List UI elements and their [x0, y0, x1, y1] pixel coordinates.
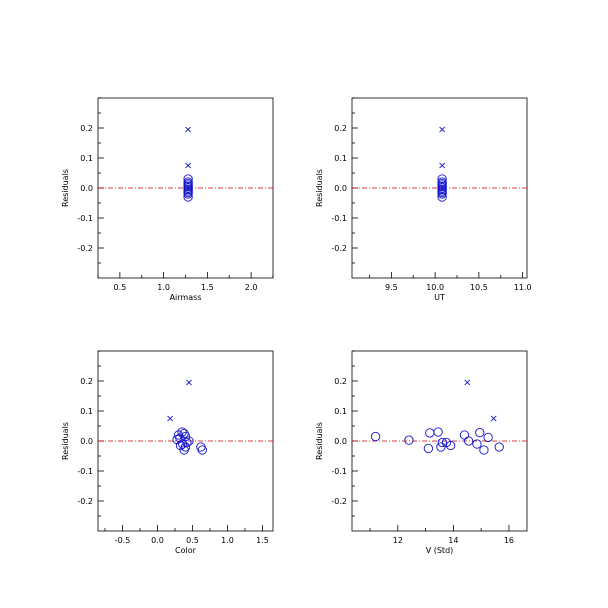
y-tick-label: 0.1 — [334, 154, 347, 163]
data-point-circle — [183, 192, 193, 202]
y-tick-label: 0.0 — [80, 184, 93, 193]
x-tick-label: 1.0 — [221, 536, 234, 545]
data-point-cross — [464, 379, 471, 386]
y-tick-label: 0.0 — [334, 184, 347, 193]
y-tick-label: -0.2 — [331, 497, 347, 506]
x-axis-label: UT — [434, 293, 445, 302]
y-axis-label: Residuals — [61, 169, 70, 207]
cross-stroke — [185, 126, 192, 133]
data-point-cross — [185, 162, 192, 169]
y-tick-label: -0.2 — [331, 244, 347, 253]
data-point-circle — [404, 435, 414, 445]
data-point-circle — [370, 431, 381, 442]
data-point-cross — [439, 162, 446, 169]
x-tick-label: 16 — [504, 536, 514, 545]
y-axis-label: Residuals — [315, 422, 324, 460]
data-point-cross — [167, 415, 174, 422]
y-tick-label: 0.1 — [80, 154, 93, 163]
data-point-circle — [437, 192, 447, 202]
x-tick-label: 9.5 — [385, 283, 398, 292]
chart-panel-3: -0.5 0.0 0.5 1.0 1.5 -0.2 -0.1 0.0 0.1 0.2 Color Re… — [61, 350, 274, 555]
y-tick-label: 0.0 — [334, 437, 347, 446]
data-point-circle — [479, 445, 489, 455]
x-tick-label: 10.0 — [426, 283, 444, 292]
y-tick-label: 0.2 — [80, 124, 93, 133]
chart-panel-1: 0.5 1.0 1.5 2.0 -0.2 -0.1 0.0 0.1 0.2 Airmass Resi… — [61, 97, 274, 302]
data-point-circle — [475, 427, 485, 438]
cross-stroke — [490, 415, 497, 422]
x-axis-label: V (Std) — [426, 546, 454, 555]
cross-stroke — [439, 162, 446, 169]
y-tick-label: 0.1 — [334, 407, 347, 416]
data-point-circle — [183, 189, 193, 199]
y-axis-label: Residuals — [315, 169, 324, 207]
data-point-circle — [178, 439, 188, 449]
cross-stroke — [439, 126, 446, 133]
cross-stroke — [186, 379, 192, 386]
x-tick-label: 14 — [448, 536, 458, 545]
cross-stroke — [185, 162, 192, 169]
cross-stroke — [167, 415, 174, 422]
data-point-circle — [459, 430, 470, 440]
y-tick-label: -0.2 — [77, 497, 93, 506]
data-point-circle — [183, 174, 193, 184]
y-axis-label: Residuals — [61, 422, 70, 460]
y-tick-label: 0.0 — [80, 437, 93, 446]
data-point-circle — [464, 436, 474, 446]
data-point-cross — [186, 379, 192, 386]
data-point-circle — [437, 189, 447, 199]
data-point-circle — [437, 174, 447, 184]
data-point-circle — [179, 445, 189, 455]
cross-stroke — [464, 379, 471, 386]
x-tick-label: 0.5 — [114, 283, 127, 292]
chart-panel-4: 12 14 16 -0.2 -0.1 0.0 0.1 0.2 V (Std) Residuals — [315, 350, 528, 555]
data-point-circle — [436, 442, 446, 452]
x-axis-label: Color — [175, 546, 197, 555]
x-axis-label: Airmass — [170, 293, 202, 302]
data-point-cross — [439, 126, 446, 133]
data-point-circle — [197, 445, 207, 455]
x-tick-label: 10.5 — [470, 283, 488, 292]
chart-panel-2: 9.5 10.0 10.5 11.0 -0.2 -0.1 0.0 0.1 0.2 UT Residu… — [315, 97, 532, 302]
y-tick-label: -0.1 — [331, 214, 347, 223]
x-tick-label: 0.0 — [151, 536, 164, 545]
y-tick-label: -0.2 — [77, 244, 93, 253]
x-tick-label: 1.0 — [157, 283, 170, 292]
x-tick-label: 0.5 — [186, 536, 199, 545]
x-tick-label: 12 — [393, 536, 403, 545]
data-point-circle — [483, 432, 493, 443]
y-tick-label: 0.2 — [334, 377, 347, 386]
x-tick-label: -0.5 — [115, 536, 131, 545]
data-point-circle — [437, 437, 447, 448]
data-point-cross — [185, 126, 192, 133]
data-point-circle — [445, 440, 456, 451]
data-point-circle — [433, 427, 443, 437]
y-tick-label: 0.2 — [334, 124, 347, 133]
data-point-circle — [184, 436, 194, 446]
y-tick-label: -0.1 — [77, 467, 93, 476]
data-point-circle — [472, 439, 482, 449]
y-tick-label: 0.2 — [80, 377, 93, 386]
data-point-circle — [425, 428, 435, 438]
x-tick-label: 2.0 — [245, 283, 258, 292]
x-tick-label: 1.5 — [201, 283, 214, 292]
data-point-cross — [490, 415, 497, 422]
data-point-circle — [423, 443, 434, 454]
x-tick-label: 1.5 — [256, 536, 269, 545]
y-tick-label: -0.1 — [331, 467, 347, 476]
data-point-circle — [494, 442, 504, 452]
x-tick-label: 11.0 — [514, 283, 532, 292]
y-tick-label: -0.1 — [77, 214, 93, 223]
y-tick-label: 0.1 — [80, 407, 93, 416]
